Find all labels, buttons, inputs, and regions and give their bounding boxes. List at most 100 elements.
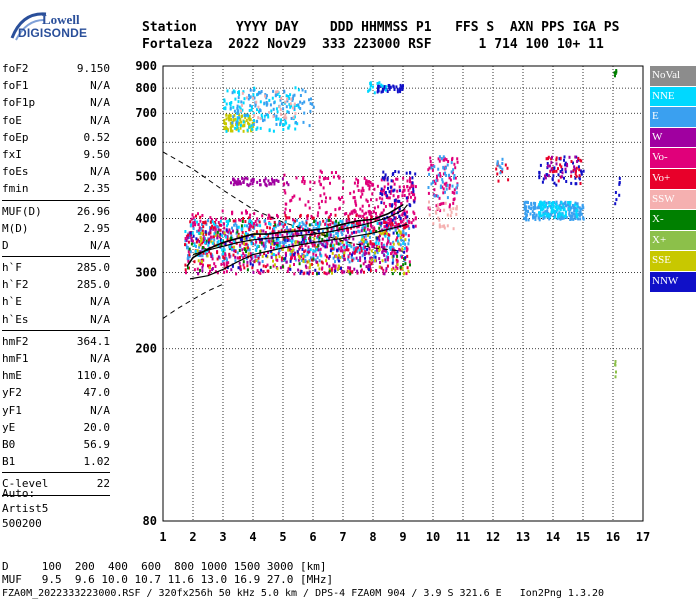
data-point <box>401 194 404 198</box>
data-point <box>572 206 575 210</box>
data-point <box>439 174 442 178</box>
data-point <box>297 253 300 257</box>
data-point <box>317 271 320 275</box>
param-row: fxI 9.50 <box>2 146 110 163</box>
data-point <box>228 228 231 232</box>
data-point <box>368 184 371 188</box>
data-point <box>193 260 196 264</box>
data-point <box>542 204 545 208</box>
data-point <box>574 176 577 180</box>
data-point <box>284 240 287 244</box>
data-point <box>365 265 368 269</box>
data-point <box>347 255 350 259</box>
data-point <box>306 227 309 231</box>
data-point <box>523 217 526 221</box>
data-point <box>242 120 245 124</box>
data-point <box>246 268 249 272</box>
data-point <box>302 254 305 258</box>
data-point <box>305 232 308 236</box>
data-point <box>365 179 368 183</box>
data-point <box>434 182 437 186</box>
data-point <box>202 263 204 267</box>
y-tick-label: 800 <box>135 81 157 95</box>
data-point <box>219 228 222 232</box>
data-point <box>618 181 621 184</box>
auto-code: 500200 <box>2 517 42 530</box>
data-point <box>230 268 233 272</box>
data-point <box>277 237 280 241</box>
data-point <box>433 165 436 169</box>
data-point <box>324 271 327 275</box>
data-point <box>574 206 576 210</box>
data-point <box>267 234 270 238</box>
data-point <box>238 243 241 247</box>
data-point <box>400 201 403 205</box>
data-point <box>192 234 195 238</box>
data-point <box>334 213 337 217</box>
param-row: yF1 N/A <box>2 402 110 419</box>
data-point <box>389 242 392 246</box>
data-point <box>336 234 339 238</box>
data-point <box>363 217 366 221</box>
data-point <box>391 272 394 276</box>
param-row: h`E N/A <box>2 293 110 310</box>
data-point <box>414 196 417 200</box>
data-point <box>385 232 388 236</box>
data-point <box>208 250 211 254</box>
data-point <box>375 238 378 242</box>
data-point <box>240 254 243 258</box>
data-point <box>310 223 313 227</box>
data-point <box>438 196 441 200</box>
data-point <box>277 252 280 256</box>
data-point <box>267 113 269 117</box>
data-point <box>559 208 562 212</box>
data-point <box>369 230 372 234</box>
data-point <box>217 255 220 259</box>
data-point <box>325 255 328 259</box>
data-point <box>385 223 388 227</box>
data-point <box>258 254 260 258</box>
data-point <box>431 168 434 172</box>
data-point <box>337 242 340 246</box>
data-point <box>238 218 241 222</box>
data-point <box>387 256 390 260</box>
data-point <box>308 270 311 274</box>
data-point <box>386 242 389 246</box>
data-point <box>580 172 583 176</box>
data-point <box>445 158 448 162</box>
x-tick-label: 15 <box>576 530 590 544</box>
data-point <box>407 269 410 273</box>
data-point <box>355 221 358 225</box>
data-point <box>560 201 563 205</box>
data-point <box>292 224 295 228</box>
data-point <box>407 196 409 200</box>
data-point <box>238 249 241 252</box>
data-point <box>252 178 255 181</box>
legend-item: Vo+ <box>650 168 696 189</box>
data-point <box>223 231 226 235</box>
data-point <box>250 224 253 228</box>
data-point <box>200 226 203 230</box>
data-point <box>549 169 552 173</box>
data-point <box>239 267 242 271</box>
data-point <box>184 237 187 240</box>
data-point <box>353 210 356 214</box>
param-name: hmE <box>2 369 22 383</box>
data-point <box>320 232 323 236</box>
data-point <box>232 105 235 109</box>
data-point <box>236 121 239 125</box>
data-point <box>329 230 332 234</box>
data-point <box>387 224 390 228</box>
data-point <box>191 231 194 235</box>
data-point <box>226 266 229 270</box>
data-point <box>382 189 384 193</box>
data-point <box>225 117 228 121</box>
data-point <box>324 253 327 257</box>
data-point <box>272 129 275 133</box>
data-point <box>283 173 286 177</box>
data-point <box>437 167 440 171</box>
data-point <box>325 240 328 244</box>
data-point <box>442 155 445 159</box>
data-point <box>195 244 197 248</box>
data-point <box>437 157 440 161</box>
